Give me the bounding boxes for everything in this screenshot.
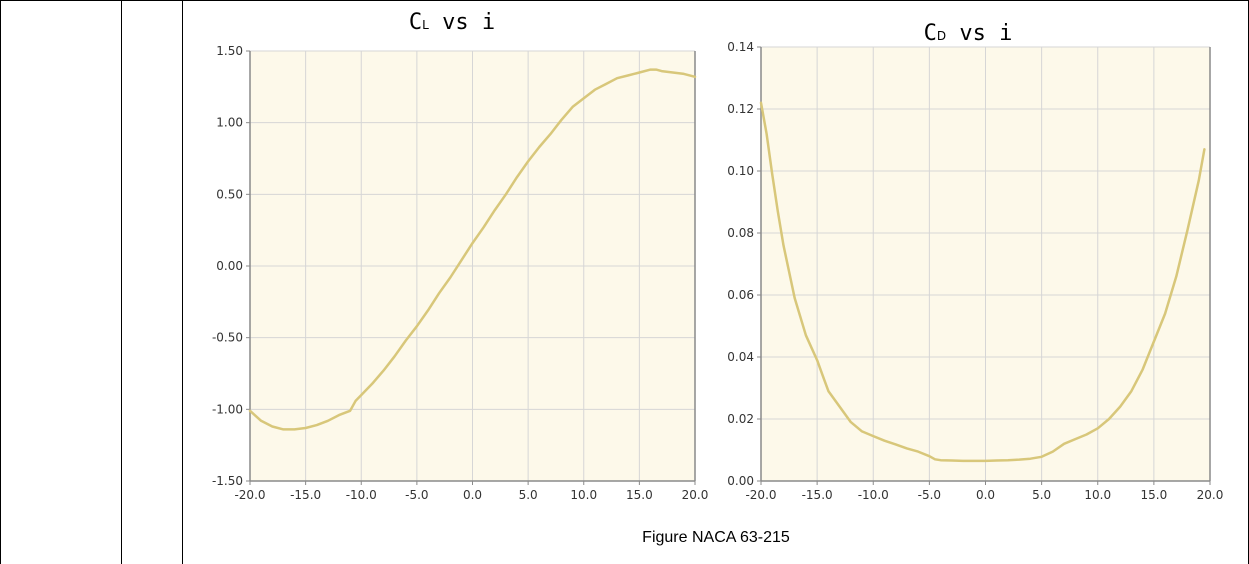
y-tick-label: 0.08	[727, 226, 754, 240]
x-tick-label: -10.0	[346, 488, 377, 502]
y-tick-label: 1.00	[216, 116, 243, 130]
x-tick-label: 5.0	[1032, 488, 1051, 502]
x-tick-label: 5.0	[519, 488, 538, 502]
chart-title: CD vs i	[924, 21, 1013, 46]
table-border-top	[0, 0, 1249, 1]
x-tick-label: 20.0	[682, 488, 709, 502]
y-tick-label: -1.50	[212, 474, 243, 488]
y-tick-label: 0.04	[727, 350, 754, 364]
x-tick-label: 0.0	[463, 488, 482, 502]
x-tick-label: -5.0	[918, 488, 941, 502]
y-tick-label: 0.12	[727, 102, 754, 116]
x-tick-label: -20.0	[234, 488, 265, 502]
y-tick-label: 0.10	[727, 164, 754, 178]
y-tick-label: 0.00	[727, 474, 754, 488]
x-tick-label: -15.0	[290, 488, 321, 502]
y-tick-label: 0.00	[216, 259, 243, 273]
chart-title: CL vs i	[409, 10, 495, 35]
x-tick-label: -10.0	[858, 488, 889, 502]
series-line	[759, 101, 1206, 463]
x-tick-label: 0.0	[976, 488, 995, 502]
x-tick-label: 15.0	[1141, 488, 1168, 502]
x-tick-label: -5.0	[405, 488, 428, 502]
x-tick-label: 15.0	[626, 488, 653, 502]
x-tick-label: -20.0	[745, 488, 776, 502]
x-tick-label: 10.0	[1084, 488, 1111, 502]
y-tick-label: 0.06	[727, 288, 754, 302]
y-tick-label: 1.50	[216, 44, 243, 58]
x-tick-label: 10.0	[570, 488, 597, 502]
y-tick-label: -0.50	[212, 331, 243, 345]
y-tick-label: -1.00	[212, 402, 243, 416]
x-tick-label: 20.0	[1197, 488, 1224, 502]
table-divider-2	[182, 0, 183, 564]
y-tick-label: 0.50	[216, 187, 243, 201]
table-border-left	[0, 0, 1, 564]
series-line	[248, 68, 697, 431]
y-tick-label: 0.14	[727, 40, 754, 54]
x-tick-label: -15.0	[802, 488, 833, 502]
y-tick-label: 0.02	[727, 412, 754, 426]
table-divider-1	[121, 0, 122, 564]
chart-cl-vs-i: -1.50 -1.00 -0.50 0.00 0.50 1.00 1.50 -20.0 -15.…	[212, 10, 708, 502]
figure-caption: Figure NACA 63-215	[642, 529, 790, 546]
chart-cd-vs-i: 0.00 0.02 0.04 0.06 0.08 0.10 0.12 0.14 -20.0 -15…	[727, 21, 1223, 502]
